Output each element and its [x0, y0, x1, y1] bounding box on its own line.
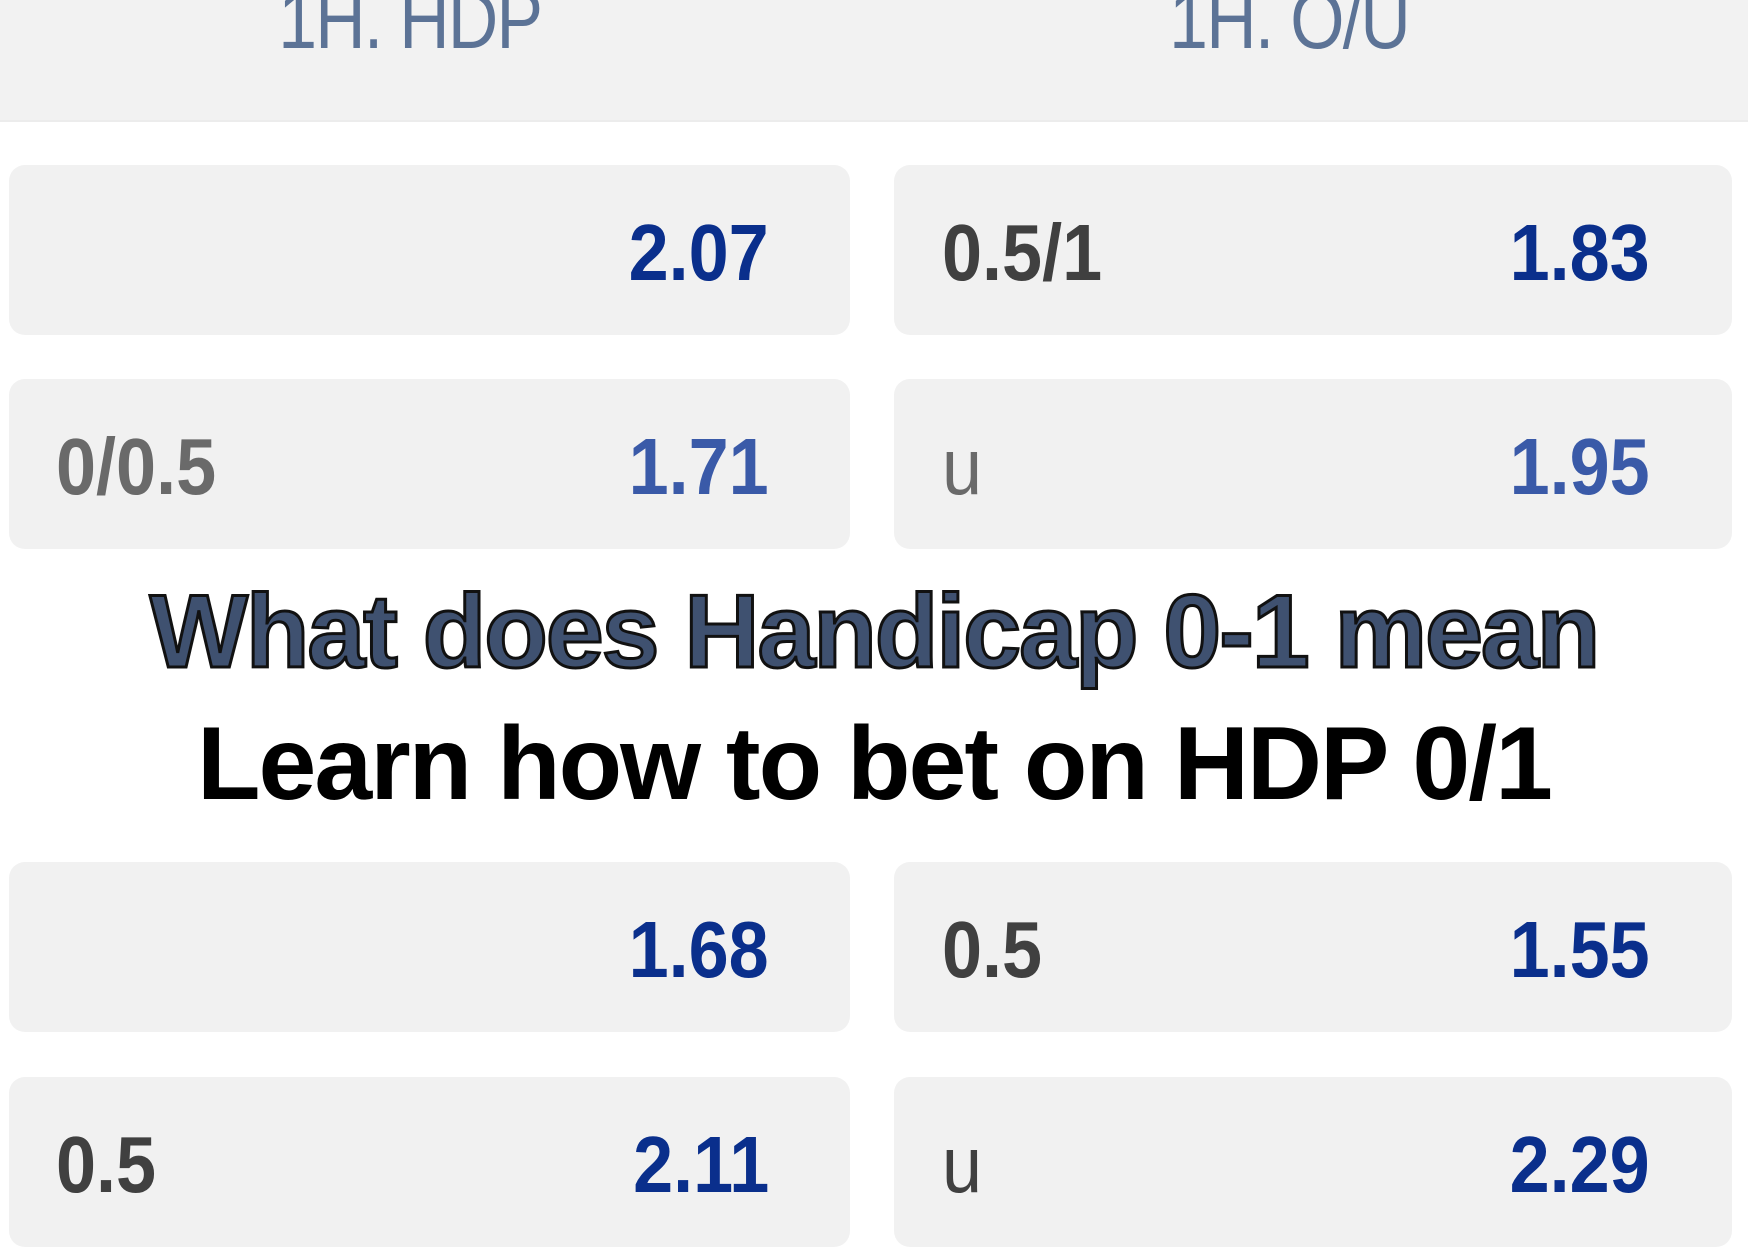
title-overlay	[0, 556, 1748, 846]
hdp-odds: 1.68	[628, 905, 769, 994]
overlay-title-line1: What does Handicap 0-1 mean	[148, 573, 1602, 692]
ou-line: u	[942, 1120, 983, 1209]
hdp-odds: 2.07	[628, 208, 769, 297]
overlay-title-line2: Learn how to bet on HDP 0/1	[196, 706, 1553, 822]
hdp-odds: 1.71	[628, 422, 769, 511]
hdp-line: 0.5	[56, 1120, 157, 1209]
ou-odds-button[interactable]: u 1.95	[894, 379, 1732, 549]
ou-line: 0.5	[942, 905, 1043, 994]
ou-odds: 1.55	[1509, 905, 1650, 994]
hdp-odds-button[interactable]: 1.68	[9, 862, 850, 1032]
ou-odds-button[interactable]: u 2.29	[894, 1077, 1732, 1247]
ou-odds: 2.29	[1509, 1120, 1650, 1209]
ou-odds: 1.95	[1509, 422, 1650, 511]
hdp-odds-button[interactable]: 0.5 2.11	[9, 1077, 850, 1247]
hdp-odds: 2.11	[632, 1120, 769, 1209]
hdp-odds-button[interactable]: 0/0.5 1.71	[9, 379, 850, 549]
hdp-odds-button[interactable]: 2.07	[9, 165, 850, 335]
ou-odds-button[interactable]: 0.5/1 1.83	[894, 165, 1732, 335]
ou-line: 0.5/1	[942, 208, 1103, 297]
hdp-line: 0/0.5	[56, 422, 217, 511]
ou-odds-button[interactable]: 0.5 1.55	[894, 862, 1732, 1032]
market-header: 1H. HDP 1H. O/U	[0, 0, 1748, 122]
ou-odds: 1.83	[1509, 208, 1650, 297]
header-1h-hdp: 1H. HDP	[278, 0, 543, 66]
ou-line: u	[942, 422, 983, 511]
header-1h-ou: 1H. O/U	[1169, 0, 1411, 66]
